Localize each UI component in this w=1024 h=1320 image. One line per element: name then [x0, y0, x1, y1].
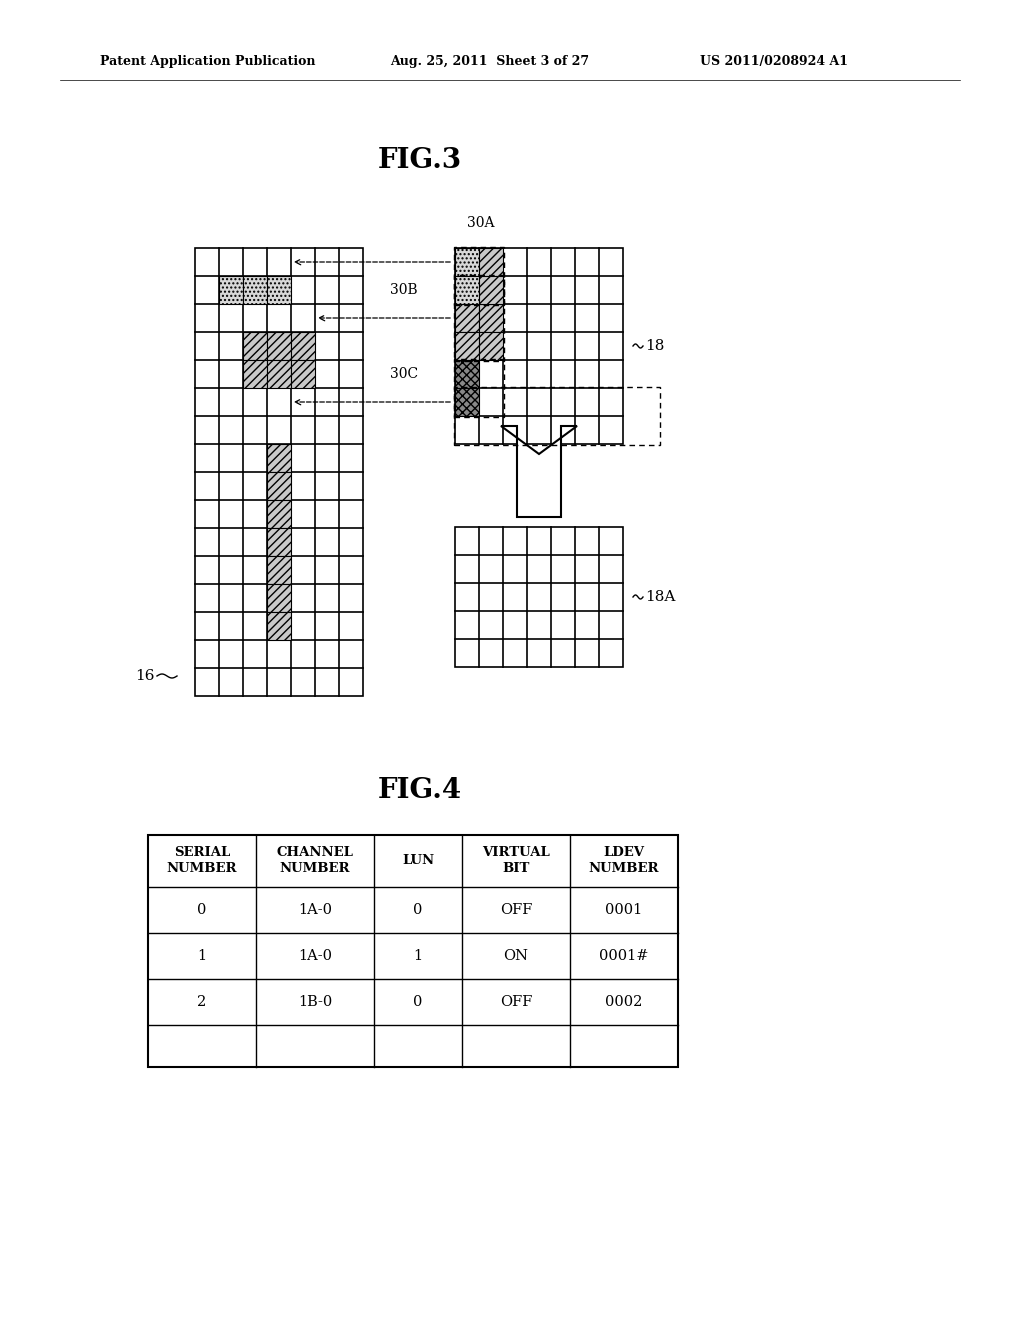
- Bar: [267, 444, 291, 473]
- Bar: [455, 248, 479, 276]
- Text: 1A-0: 1A-0: [298, 903, 332, 917]
- Text: US 2011/0208924 A1: US 2011/0208924 A1: [700, 55, 848, 69]
- Text: SERIAL
NUMBER: SERIAL NUMBER: [167, 846, 238, 875]
- Text: 18: 18: [645, 339, 665, 352]
- Bar: [455, 276, 479, 304]
- Bar: [455, 388, 479, 416]
- Bar: [454, 247, 504, 305]
- Text: 30A: 30A: [467, 216, 495, 230]
- Text: 0001#: 0001#: [599, 949, 649, 964]
- Text: 2: 2: [198, 995, 207, 1008]
- Bar: [243, 360, 267, 388]
- Bar: [267, 528, 291, 556]
- Text: LDEV
NUMBER: LDEV NUMBER: [589, 846, 659, 875]
- Text: VIRTUAL
BIT: VIRTUAL BIT: [482, 846, 550, 875]
- Text: 0002: 0002: [605, 995, 643, 1008]
- Bar: [148, 836, 678, 1067]
- Text: 30B: 30B: [390, 282, 418, 297]
- Bar: [291, 360, 315, 388]
- Bar: [455, 304, 479, 333]
- Text: 1: 1: [414, 949, 423, 964]
- Bar: [267, 612, 291, 640]
- Bar: [455, 333, 479, 360]
- Bar: [454, 275, 504, 360]
- Text: 16: 16: [135, 669, 155, 682]
- Text: Aug. 25, 2011  Sheet 3 of 27: Aug. 25, 2011 Sheet 3 of 27: [390, 55, 589, 69]
- Bar: [243, 333, 267, 360]
- Bar: [267, 556, 291, 583]
- Bar: [479, 248, 503, 276]
- Bar: [267, 583, 291, 612]
- Text: FIG.4: FIG.4: [378, 776, 462, 804]
- Text: OFF: OFF: [500, 903, 532, 917]
- Text: CHANNEL
NUMBER: CHANNEL NUMBER: [276, 846, 353, 875]
- Text: ON: ON: [504, 949, 528, 964]
- Text: 0001: 0001: [605, 903, 643, 917]
- Text: Patent Application Publication: Patent Application Publication: [100, 55, 315, 69]
- Text: 1B-0: 1B-0: [298, 995, 332, 1008]
- Polygon shape: [501, 426, 577, 517]
- Bar: [479, 276, 503, 304]
- Bar: [455, 360, 479, 388]
- Text: LUN: LUN: [402, 854, 434, 867]
- Text: FIG.3: FIG.3: [378, 147, 462, 173]
- Text: OFF: OFF: [500, 995, 532, 1008]
- Bar: [455, 527, 623, 667]
- Bar: [219, 276, 243, 304]
- Bar: [267, 360, 291, 388]
- Text: 1A-0: 1A-0: [298, 949, 332, 964]
- Bar: [454, 359, 504, 417]
- Bar: [267, 276, 291, 304]
- Bar: [195, 248, 362, 696]
- Bar: [455, 248, 623, 444]
- Text: 0: 0: [198, 903, 207, 917]
- Text: 1: 1: [198, 949, 207, 964]
- Bar: [479, 333, 503, 360]
- Bar: [291, 333, 315, 360]
- Text: 30C: 30C: [390, 367, 418, 381]
- Text: 0: 0: [414, 995, 423, 1008]
- Bar: [267, 473, 291, 500]
- Text: 0: 0: [414, 903, 423, 917]
- Bar: [479, 304, 503, 333]
- Bar: [243, 276, 267, 304]
- Text: 18A: 18A: [645, 590, 676, 605]
- Bar: [454, 387, 660, 445]
- Bar: [267, 333, 291, 360]
- Bar: [267, 500, 291, 528]
